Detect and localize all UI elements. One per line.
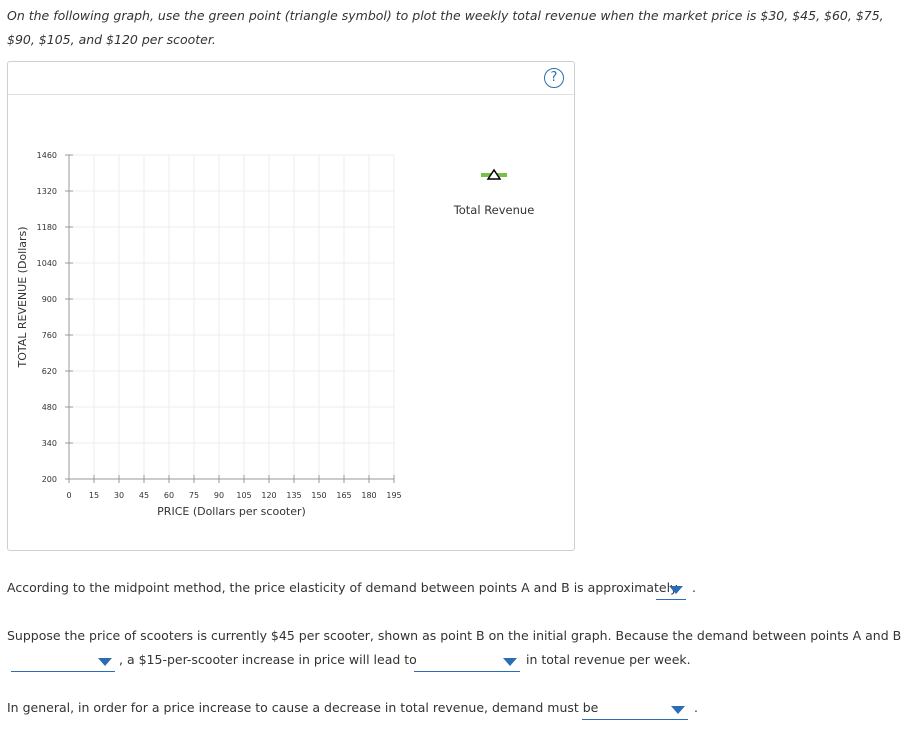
x-tick-label: 135 <box>286 491 301 500</box>
y-tick-label: 1180 <box>37 223 57 232</box>
y-tick-label: 1040 <box>37 259 57 268</box>
chevron-down-icon <box>669 586 683 594</box>
y-axis-title: TOTAL REVENUE (Dollars) <box>16 226 29 368</box>
y-tick-label: 620 <box>42 367 57 376</box>
question-2-line1: Suppose the price of scooters is current… <box>7 628 902 643</box>
graph-panel: ? 200 340 480 620 760 900 1040 1180 1320 1460 0 15 3… <box>7 61 575 551</box>
question-3-end: . <box>694 700 698 715</box>
panel-header: ? <box>8 62 574 95</box>
revenue-change-dropdown[interactable] <box>414 652 520 672</box>
demand-type-dropdown[interactable] <box>11 652 115 672</box>
chart[interactable]: 200 340 480 620 760 900 1040 1180 1320 1460 0 15 30 4… <box>8 62 574 550</box>
x-axis-title: PRICE (Dollars per scooter) <box>157 505 306 518</box>
help-button[interactable]: ? <box>544 68 564 88</box>
x-tick-label: 75 <box>189 491 199 500</box>
x-tick-label: 30 <box>114 491 124 500</box>
y-tick-label: 1320 <box>37 187 57 196</box>
y-tick-label: 340 <box>42 439 57 448</box>
instructions-text: On the following graph, use the green po… <box>7 8 884 47</box>
legend-label: Total Revenue <box>453 203 535 217</box>
x-tick-label: 0 <box>66 491 71 500</box>
x-tick-label: 120 <box>261 491 276 500</box>
question-2-end: in total revenue per week. <box>526 652 691 667</box>
x-tick-label: 45 <box>139 491 149 500</box>
y-tick-label: 480 <box>42 403 57 412</box>
y-tick-label: 200 <box>42 475 57 484</box>
question-3-text: In general, in order for a price increas… <box>7 700 599 715</box>
chevron-down-icon <box>503 658 517 666</box>
x-tick-label: 105 <box>236 491 251 500</box>
x-tick-label: 150 <box>311 491 326 500</box>
question-1-end: . <box>692 580 696 595</box>
triangle-marker-icon[interactable] <box>486 168 502 180</box>
elasticity-dropdown[interactable] <box>656 580 686 600</box>
x-tick-label: 165 <box>336 491 351 500</box>
question-1-text: According to the midpoint method, the pr… <box>7 580 678 595</box>
demand-condition-dropdown[interactable] <box>582 700 688 720</box>
y-tick-label: 760 <box>42 331 57 340</box>
y-tick-label: 1460 <box>37 151 57 160</box>
question-2-mid: , a $15-per-scooter increase in price wi… <box>119 652 417 667</box>
chevron-down-icon <box>98 658 112 666</box>
x-tick-label: 90 <box>214 491 224 500</box>
x-tick-label: 60 <box>164 491 174 500</box>
x-tick-label: 195 <box>386 491 401 500</box>
y-tick-label: 900 <box>42 295 57 304</box>
x-tick-label: 15 <box>89 491 99 500</box>
x-tick-label: 180 <box>361 491 376 500</box>
chevron-down-icon <box>671 706 685 714</box>
